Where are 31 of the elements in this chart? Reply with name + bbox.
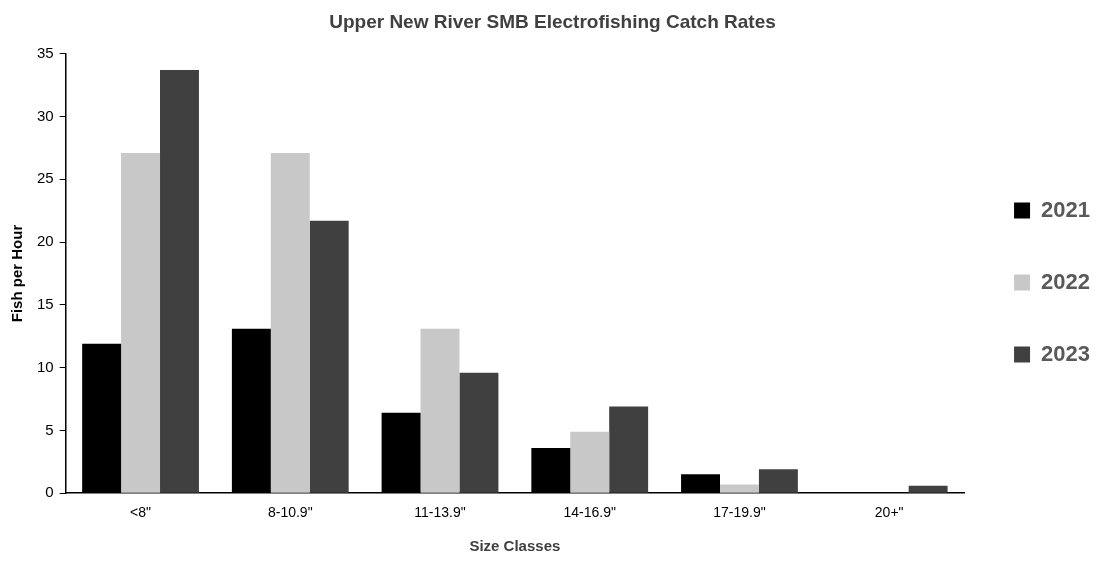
legend-label: 2023 xyxy=(1041,340,1091,366)
x-tick-label: <8" xyxy=(130,504,152,521)
bar xyxy=(121,152,161,493)
legend-label: 2022 xyxy=(1041,268,1091,294)
y-tick-label: 25 xyxy=(37,169,54,187)
y-axis-title: Fish per Hour xyxy=(8,224,26,323)
y-tick-label: 0 xyxy=(45,483,54,501)
bar xyxy=(270,152,310,493)
y-tick-label: 30 xyxy=(37,106,54,124)
bar xyxy=(758,469,798,493)
y-tick-label: 35 xyxy=(37,43,54,61)
x-tick-label: 8-10.9" xyxy=(267,504,313,521)
x-tick-label: 17-19.9" xyxy=(713,504,766,521)
x-tick-label: 14-16.9" xyxy=(563,504,616,521)
bar xyxy=(570,431,610,493)
bar xyxy=(309,220,349,493)
x-tick-label: 11-13.9" xyxy=(414,504,466,521)
bar xyxy=(420,328,460,493)
y-tick-label: 5 xyxy=(45,420,54,438)
bar xyxy=(160,70,199,493)
x-axis-title: Size Classes xyxy=(469,537,561,555)
bar xyxy=(720,484,759,493)
y-tick-label: 20 xyxy=(37,232,54,250)
bar xyxy=(908,485,948,493)
bar xyxy=(609,406,649,493)
legend-label: 2021 xyxy=(1041,196,1091,222)
x-tick-label: 20+" xyxy=(874,504,904,521)
bar xyxy=(459,372,499,493)
y-tick-label: 15 xyxy=(37,295,54,313)
y-tick-label: 10 xyxy=(37,357,54,375)
chart-title: Upper New River SMB Electrofishing Catch Rates xyxy=(329,10,776,32)
